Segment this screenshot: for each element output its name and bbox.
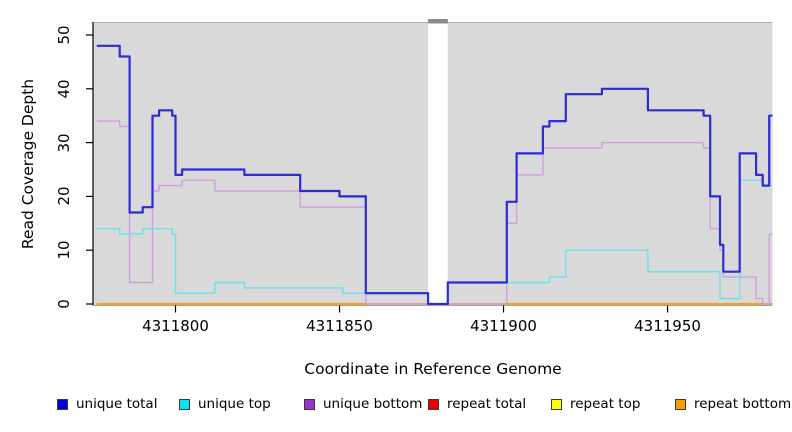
x-tick-label: 4311850 xyxy=(306,317,373,335)
repeat-bottom-swatch-icon xyxy=(675,398,686,410)
x-tick-label: 4311900 xyxy=(470,317,537,335)
repeat-top-swatch-icon xyxy=(551,398,562,410)
legend-item-unique-bottom: unique bottom xyxy=(304,396,422,412)
legend-label: unique top xyxy=(198,396,271,412)
y-tick-label: 10 xyxy=(55,240,73,260)
x-tick-label: 4311800 xyxy=(142,317,209,335)
legend-label: unique total xyxy=(76,396,158,412)
y-tick-label: 0 xyxy=(55,299,73,309)
legend-item-unique-total: unique total xyxy=(57,396,157,412)
legend-label: repeat top xyxy=(570,396,641,412)
legend-label: repeat total xyxy=(447,396,527,412)
unique-bottom-swatch-icon xyxy=(304,398,315,410)
legend-item-repeat-bottom: repeat bottom xyxy=(675,396,791,412)
unique-top-swatch-icon xyxy=(179,398,190,410)
legend-item-repeat-top: repeat top xyxy=(551,396,640,412)
y-tick-label: 50 xyxy=(55,25,73,45)
y-tick-label: 20 xyxy=(55,186,73,206)
legend-label: unique bottom xyxy=(323,396,423,412)
y-axis-title: Read Coverage Depth xyxy=(19,78,37,249)
legend-label: repeat bottom xyxy=(694,396,792,412)
legend-item-repeat-total: repeat total xyxy=(428,396,526,412)
x-tick-label: 4311950 xyxy=(634,317,701,335)
repeat-total-swatch-icon xyxy=(428,398,439,410)
unique-total-swatch-icon xyxy=(57,398,68,410)
legend-item-unique-top: unique top xyxy=(179,396,271,412)
x-axis-title: Coordinate in Reference Genome xyxy=(304,360,562,378)
y-tick-label: 30 xyxy=(55,133,73,153)
y-tick-label: 40 xyxy=(55,79,73,99)
